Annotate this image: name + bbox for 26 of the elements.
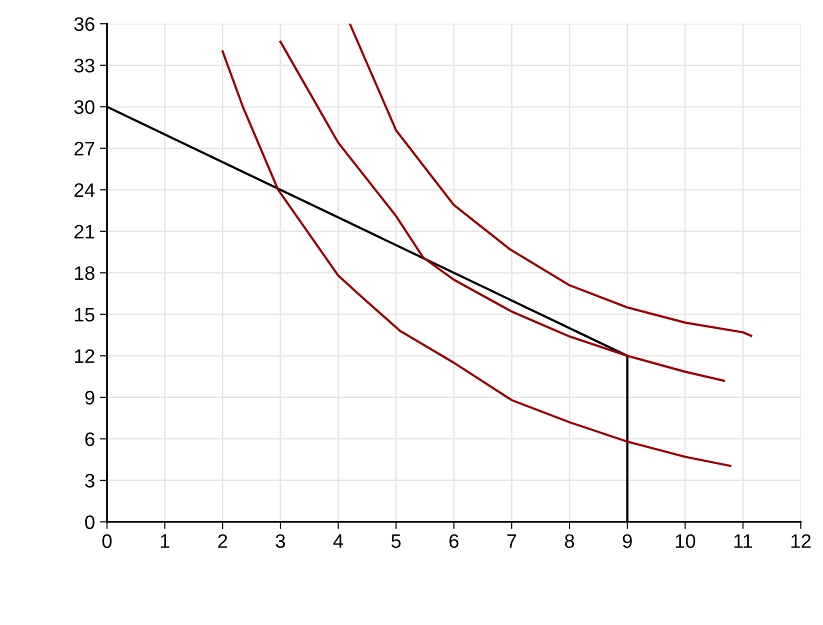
- y-tick-label: 6: [85, 432, 94, 446]
- y-tick-label: 30: [74, 100, 94, 114]
- x-tick-label: 1: [160, 534, 170, 548]
- y-tick-label: 27: [74, 142, 94, 156]
- y-tick-label: 0: [85, 515, 94, 530]
- x-tick-label: 6: [449, 534, 458, 548]
- x-tick-label: 9: [622, 534, 632, 548]
- y-tick-label: 18: [75, 266, 94, 280]
- x-tick-label: 4: [333, 534, 344, 548]
- x-tick-label: 0: [102, 534, 112, 548]
- x-tick-label: 3: [276, 534, 285, 548]
- x-tick-label: 12: [791, 534, 811, 548]
- y-tick-label: 36: [74, 17, 94, 31]
- x-tick-label: 5: [391, 534, 401, 548]
- x-tick-label: 11: [734, 534, 752, 548]
- y-tick-label: 9: [85, 390, 94, 405]
- x-tick-label: 7: [507, 534, 516, 548]
- x-tick-label: 2: [218, 534, 228, 548]
- y-tick-label: 3: [85, 474, 94, 488]
- x-tick-label: 10: [676, 534, 696, 548]
- y-tick-label: 24: [74, 183, 95, 197]
- y-tick-label: 33: [74, 58, 94, 72]
- y-tick-label: 21: [74, 224, 94, 238]
- x-tick-label: 8: [564, 534, 574, 548]
- y-tick-label: 15: [75, 308, 94, 322]
- y-tick-label: 12: [75, 349, 94, 363]
